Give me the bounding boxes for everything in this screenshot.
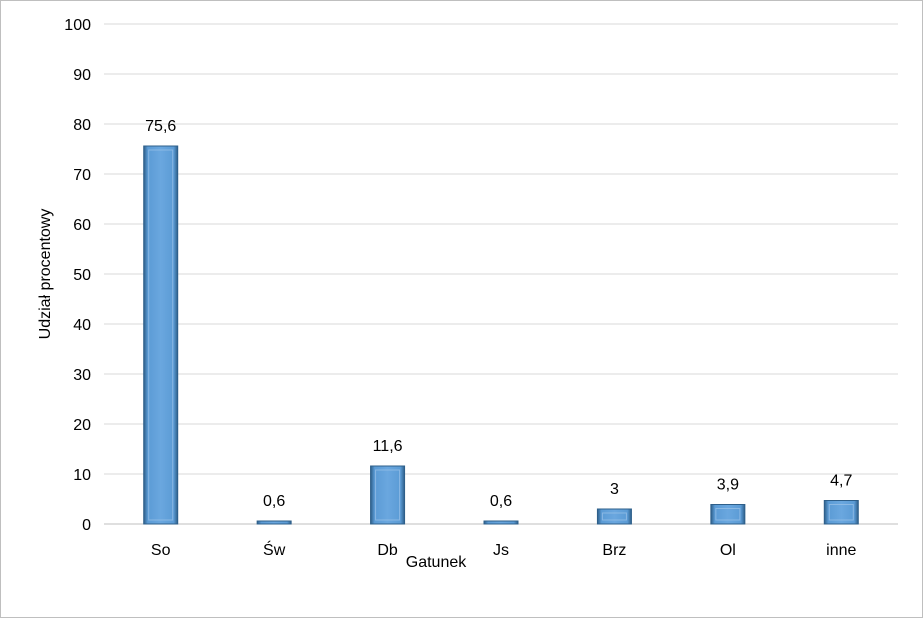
data-label: 3: [610, 481, 619, 498]
y-tick-label: 50: [73, 267, 91, 284]
y-tick-label: 90: [73, 67, 91, 84]
data-label: 75,6: [145, 118, 176, 135]
bar-bevel: [148, 149, 174, 521]
x-tick-label: Brz: [602, 542, 626, 559]
x-tick-label: Db: [377, 542, 398, 559]
data-label: 11,6: [373, 438, 403, 455]
y-tick-label: 70: [73, 167, 91, 184]
bar: [483, 520, 519, 525]
data-label: 0,6: [263, 493, 285, 510]
y-axis-ticks: 0 10 20 30 40 50 60 70 80 90 100: [64, 17, 91, 534]
x-tick-label: So: [151, 542, 171, 559]
y-tick-label: 80: [73, 117, 91, 134]
x-axis-ticks: So Św Db Js Brz Ol inne: [151, 540, 857, 559]
y-tick-label: 60: [73, 217, 91, 234]
bars: [143, 145, 859, 525]
x-tick-label: Js: [493, 542, 509, 559]
y-axis-title: Udział procentowy: [37, 209, 54, 340]
y-tick-label: 40: [73, 317, 91, 334]
y-tick-label: 10: [73, 467, 91, 484]
y-tick-label: 0: [82, 517, 91, 534]
x-tick-label: Św: [263, 540, 286, 559]
bar: [143, 145, 179, 525]
bar-bevel: [375, 469, 401, 521]
bar-bevel: [715, 508, 741, 521]
x-tick-label: Ol: [720, 542, 736, 559]
y-tick-label: 30: [73, 367, 91, 384]
bar: [370, 465, 406, 525]
bar: [710, 504, 746, 525]
x-tick-label: inne: [826, 542, 856, 559]
bar-bevel: [601, 512, 627, 521]
bar: [823, 500, 859, 525]
data-label: 0,6: [490, 493, 512, 510]
y-tick-label: 100: [64, 17, 91, 34]
x-axis-title: Gatunek: [406, 554, 467, 571]
gridlines: [104, 23, 898, 525]
data-label: 3,9: [717, 477, 739, 494]
data-labels: 75,6 0,6 11,6 0,6 3 3,9 4,7: [145, 118, 852, 510]
bar-bevel: [828, 504, 854, 521]
y-tick-label: 20: [73, 417, 91, 434]
data-label: 4,7: [830, 473, 852, 490]
bar: [256, 520, 292, 525]
